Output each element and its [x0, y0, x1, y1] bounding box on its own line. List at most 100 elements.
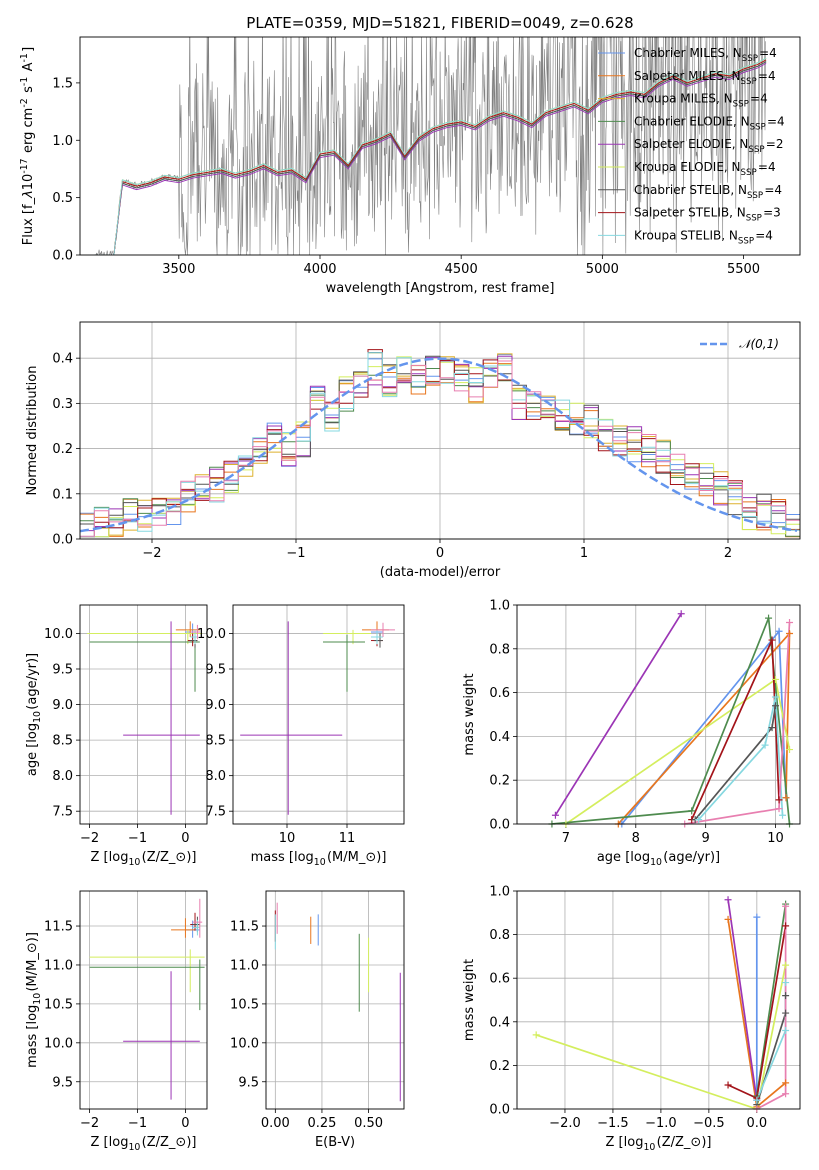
axes-frame [79, 890, 208, 1110]
text-part: =4 [758, 69, 776, 83]
weight-marker [782, 922, 790, 930]
text-part: _⊙ [683, 1135, 701, 1150]
text-part: E(B-V) [315, 1135, 355, 1150]
y-tick-label: 9.0 [52, 698, 73, 713]
weight-line [698, 696, 784, 821]
weight-line [727, 899, 758, 1101]
y-tick-label: 10.5 [230, 997, 259, 1012]
x-tick-label: −2 [80, 1116, 99, 1131]
x-tick-label: 4000 [303, 262, 336, 277]
x-tick-label: 2 [724, 546, 732, 561]
text-part: mass [log [251, 850, 314, 865]
y-tick-label: 0.0 [489, 1103, 510, 1118]
y-axis-label: mass weight [462, 673, 477, 755]
subscript: SSP [747, 191, 763, 201]
text-part: =4 [759, 46, 777, 60]
y-tick-label: 10.0 [44, 627, 73, 642]
legend-label: Chabrier STELIB, NSSP =4 [634, 183, 782, 201]
y-tick-label: 1.0 [489, 885, 510, 900]
x-tick-label: 0 [181, 831, 189, 846]
y-tick-label: 0.4 [489, 730, 510, 745]
x-tick-label: 0.50 [354, 1116, 383, 1131]
hist-step-8 [80, 349, 800, 538]
text-part: 𝒩(0,1) [739, 337, 779, 351]
text-part: mass weight [462, 959, 477, 1041]
y-tick-label: 9.5 [52, 662, 73, 677]
weight-marker [677, 610, 685, 618]
x-tick-label: −2 [80, 831, 99, 846]
text-part: s [21, 86, 36, 97]
y-tick-label: 0.2 [489, 1059, 510, 1074]
weight-marker [765, 614, 773, 622]
y-tick-label: 9.5 [52, 1075, 73, 1090]
y-axis-label: mass weight [462, 959, 477, 1041]
text-part: mass weight [462, 673, 477, 755]
weight-marker [772, 675, 780, 683]
x-axis-label: age [log10 (age/yr)] [597, 850, 720, 868]
data-spectrum-line [94, 37, 766, 255]
plot-residual_hist: −2 −1 0 1 2 0.0 0.1 0.2 0.3 0.4 (data-model)/error… [25, 321, 801, 580]
weight-marker [768, 724, 776, 732]
text-part: =4 [755, 228, 773, 242]
y-tick-label: 0.3 [52, 397, 73, 412]
y-tick-label: 0.8 [489, 928, 510, 943]
weight-marker [775, 805, 783, 813]
text-part: Flux [f [21, 204, 36, 245]
weight-marker [753, 913, 761, 921]
text-part: 10 [21, 174, 36, 191]
plot-area [94, 37, 767, 255]
weight-marker [782, 794, 790, 802]
y-tick-label: 0.4 [489, 1015, 510, 1030]
text-part: _⊙ [168, 1135, 186, 1150]
weight-line [535, 964, 787, 1109]
text-part: Kroupa STELIB, N [634, 228, 738, 242]
subscript: SSP [733, 100, 749, 110]
plot-area [240, 621, 395, 815]
text-part: wavelength [Angstrom, rest frame] [326, 281, 555, 296]
subscript: SSP [738, 236, 754, 246]
y-tick-label: 0.6 [489, 686, 510, 701]
axes-frame [265, 890, 405, 1110]
x-tick-label: 1 [580, 546, 588, 561]
y-tick-label: 11.5 [44, 920, 73, 935]
x-axis-label: E(B-V) [315, 1135, 355, 1150]
weight-marker [772, 693, 780, 701]
y-tick-label: 1.5 [52, 76, 73, 91]
legend: 𝒩(0,1) [700, 337, 779, 351]
plot-weight_vs_Z: −2.0 −1.5 −1.0 −0.5 0.0 0.0 0.2 0.4 0.6 0.8 1.0 Z [… [462, 885, 801, 1153]
weight-marker [775, 627, 783, 635]
subscript: SSP [742, 54, 758, 64]
x-axis-label: wavelength [Angstrom, rest frame] [326, 281, 555, 296]
plot-spectrum: 3500 4000 4500 5000 5500 0.0 0.5 1.0 1.5 waveleng… [19, 36, 801, 296]
y-tick-label: 0.2 [489, 774, 510, 789]
legend-label: Chabrier MILES, NSSP =4 [634, 46, 777, 64]
y-tick-label: 8.5 [52, 734, 73, 749]
weight-line [554, 613, 682, 816]
subscript: 10 [314, 857, 326, 868]
legend-label: Kroupa STELIB, NSSP =4 [634, 228, 773, 246]
y-tick-label: 0.0 [489, 818, 510, 833]
text-part: (age/yr)] [25, 653, 40, 710]
plot-mass_vs_Z: −2 −1 09.510.010.511.011.5Z [log10 (Z/Z_⊙)… [25, 890, 208, 1153]
model-line-7 [94, 61, 767, 255]
text-part: age [log [597, 850, 650, 865]
subscript: SSP [741, 168, 757, 178]
y-tick-label: 0.1 [52, 487, 73, 502]
x-tick-label: 5000 [586, 262, 619, 277]
text-part: Normed distribution [25, 366, 40, 496]
text-part: )] [25, 932, 40, 942]
x-tick-label: 0 [181, 1116, 189, 1131]
text-part: (data-model)/error [380, 565, 501, 580]
y-tick-label: 0.8 [489, 642, 510, 657]
superscript: -1 [19, 53, 30, 62]
text-part: ] [21, 47, 36, 52]
plot-area [274, 902, 401, 1102]
text-part: _λ [21, 190, 36, 205]
x-tick-label: 8 [632, 831, 640, 846]
text-part: )] [186, 850, 196, 865]
legend-label: Salpeter ELODIE, NSSP =2 [634, 137, 783, 155]
plot-area [89, 898, 205, 1100]
weight-marker [782, 992, 790, 1000]
y-tick-label: 0.2 [52, 442, 73, 457]
